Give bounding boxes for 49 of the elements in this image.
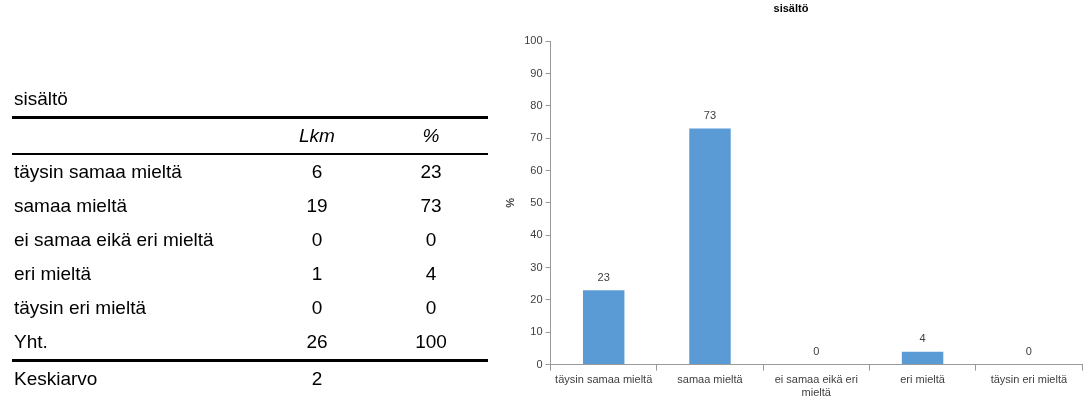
category-label: Yht. — [13, 330, 49, 354]
category-label: täysin eri mieltä — [13, 296, 147, 320]
bar — [689, 128, 731, 365]
text: sisältö — [14, 88, 69, 111]
category-label: täysin samaa mieltä — [13, 160, 183, 184]
data-label: 0 — [424, 228, 438, 252]
bar — [582, 290, 625, 365]
category-label: Keskiarvo — [13, 367, 99, 391]
y-tick-label: 20 — [530, 292, 543, 305]
data-label: 19 — [305, 194, 329, 218]
x-tick-label: täysin eri mieltä — [990, 373, 1068, 386]
y-tick-label: 70 — [530, 131, 543, 144]
category-label: samaa mieltä — [13, 194, 128, 218]
data-label: 0 — [424, 296, 438, 320]
y-tick-label: 10 — [530, 325, 543, 338]
x-tick-label: ei samaa eikä eri mieltä — [774, 373, 858, 399]
data-label: 0 — [310, 296, 324, 320]
data-label: 4 — [424, 262, 438, 286]
data-label: 6 — [310, 160, 324, 184]
x-tick-label: täysin samaa mieltä — [555, 373, 654, 386]
data-label: 0 — [310, 228, 324, 252]
data-label: 73 — [703, 109, 717, 122]
data-label: 73 — [419, 194, 443, 218]
y-tick-label: 50 — [530, 195, 543, 208]
data-label: 23 — [419, 160, 443, 184]
category-label: eri mieltä — [13, 262, 93, 286]
data-label: 100 — [414, 330, 448, 354]
y-tick-label: 100 — [524, 34, 543, 47]
chart-title: sisältö — [773, 1, 809, 14]
x-tick-label: samaa mieltä — [677, 373, 744, 386]
data-label: 4 — [919, 332, 926, 345]
data-label: 1 — [310, 262, 324, 286]
data-label: 0 — [1025, 345, 1032, 358]
y-tick-label: 90 — [530, 66, 543, 79]
text: Lkm — [298, 124, 336, 148]
category-label: ei samaa eikä eri mieltä — [13, 228, 215, 252]
y-tick-label: 30 — [530, 260, 543, 273]
data-label: 26 — [305, 330, 329, 354]
x-tick-label: eri mieltä — [900, 373, 946, 386]
y-tick-label: 80 — [530, 98, 543, 111]
text: % — [421, 124, 441, 148]
data-label: 0 — [813, 345, 820, 358]
data-label: 23 — [597, 270, 610, 283]
data-label: 2 — [310, 367, 324, 391]
y-axis-title: % — [503, 197, 516, 208]
bar — [901, 351, 944, 365]
y-tick-label: 40 — [530, 228, 543, 241]
y-tick-label: 60 — [530, 163, 543, 176]
y-tick-label: 0 — [536, 357, 543, 370]
